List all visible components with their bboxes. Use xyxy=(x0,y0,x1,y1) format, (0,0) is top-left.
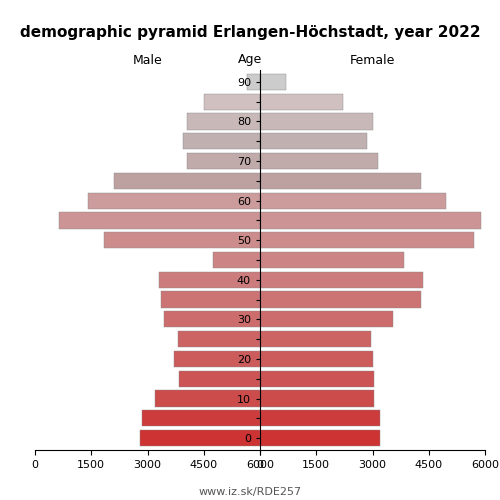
Bar xyxy=(104,232,260,248)
Bar xyxy=(160,292,260,308)
Bar xyxy=(88,192,260,208)
Bar xyxy=(260,114,372,130)
Title: Male: Male xyxy=(132,54,162,68)
Bar xyxy=(260,331,370,347)
Bar xyxy=(142,410,260,426)
Bar xyxy=(183,133,260,150)
Bar xyxy=(260,351,372,367)
Bar xyxy=(260,212,481,228)
Bar xyxy=(260,410,380,426)
Bar xyxy=(174,351,260,367)
Bar xyxy=(260,74,286,90)
Bar xyxy=(260,232,474,248)
Bar xyxy=(187,153,260,169)
Bar xyxy=(114,172,260,189)
Bar xyxy=(260,94,342,110)
Bar xyxy=(260,153,378,169)
Bar xyxy=(187,114,260,130)
Bar xyxy=(155,390,260,406)
Bar xyxy=(260,292,421,308)
Text: Age: Age xyxy=(238,52,262,66)
Text: www.iz.sk/RDE257: www.iz.sk/RDE257 xyxy=(198,488,302,498)
Bar xyxy=(180,370,260,387)
Bar xyxy=(247,74,260,90)
Bar xyxy=(159,272,260,288)
Bar xyxy=(260,430,380,446)
Bar xyxy=(204,94,260,110)
Bar xyxy=(260,133,367,150)
Bar xyxy=(164,312,260,328)
Bar xyxy=(213,252,260,268)
Text: demographic pyramid Erlangen-Höchstadt, year 2022: demographic pyramid Erlangen-Höchstadt, … xyxy=(20,25,480,40)
Bar xyxy=(140,430,260,446)
Title: Female: Female xyxy=(350,54,395,68)
Bar xyxy=(260,192,446,208)
Bar xyxy=(260,172,421,189)
Bar xyxy=(260,312,393,328)
Bar xyxy=(260,272,423,288)
Bar xyxy=(60,212,260,228)
Bar xyxy=(260,370,374,387)
Bar xyxy=(260,252,404,268)
Bar xyxy=(260,390,374,406)
Bar xyxy=(178,331,260,347)
